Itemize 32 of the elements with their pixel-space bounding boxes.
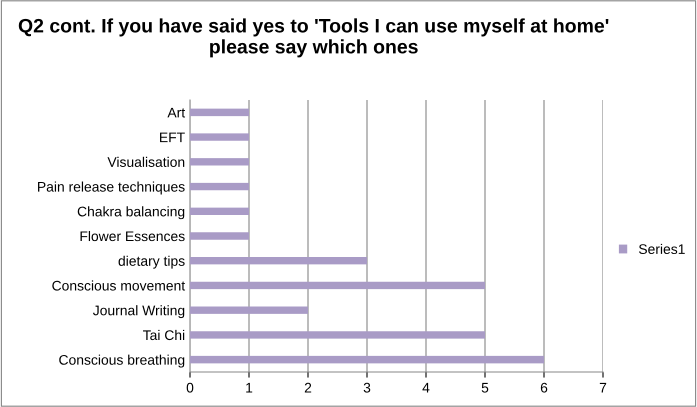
- bar: [190, 133, 249, 141]
- x-tick-label: 7: [600, 382, 606, 392]
- bar: [190, 158, 249, 166]
- x-tick-label: 5: [482, 382, 488, 393]
- x-tick-label: 1: [246, 382, 252, 392]
- x-tick-label: 2: [304, 382, 312, 392]
- y-tick-label: Art: [167, 108, 186, 118]
- y-tick-label: Chakra balancing: [78, 206, 184, 220]
- x-tick-label: 6: [540, 382, 548, 393]
- bar: [190, 282, 485, 290]
- bar: [190, 306, 308, 314]
- bar: [190, 331, 485, 339]
- bar: [190, 257, 367, 264]
- bar: [190, 356, 544, 364]
- y-tick-label: Journal Writing: [92, 305, 184, 318]
- bar: [190, 232, 249, 240]
- y-tick-label: Tai Chi: [143, 330, 184, 340]
- legend-label: Series1: [638, 244, 685, 254]
- y-tick-label: Conscious movement: [52, 280, 186, 291]
- x-tick-label: 4: [422, 382, 430, 392]
- x-tick-label: 0: [186, 382, 194, 393]
- chart-title: Q2 cont. If you have said yes to 'Tools I can use myself at home' please say which ones: [18, 18, 608, 58]
- bar: [190, 108, 249, 116]
- bar: [190, 182, 249, 190]
- y-tick-label: Flower Essences: [80, 230, 185, 242]
- y-tick-label: Visualisation: [107, 156, 184, 167]
- y-tick-label: dietary tips: [118, 256, 185, 269]
- y-tick-label: EFT: [160, 132, 185, 142]
- y-tick-label: Pain release techniques: [38, 182, 185, 194]
- bar: [190, 208, 249, 215]
- x-tick-label: 3: [364, 382, 370, 393]
- y-tick-label: Conscious breathing: [59, 354, 184, 368]
